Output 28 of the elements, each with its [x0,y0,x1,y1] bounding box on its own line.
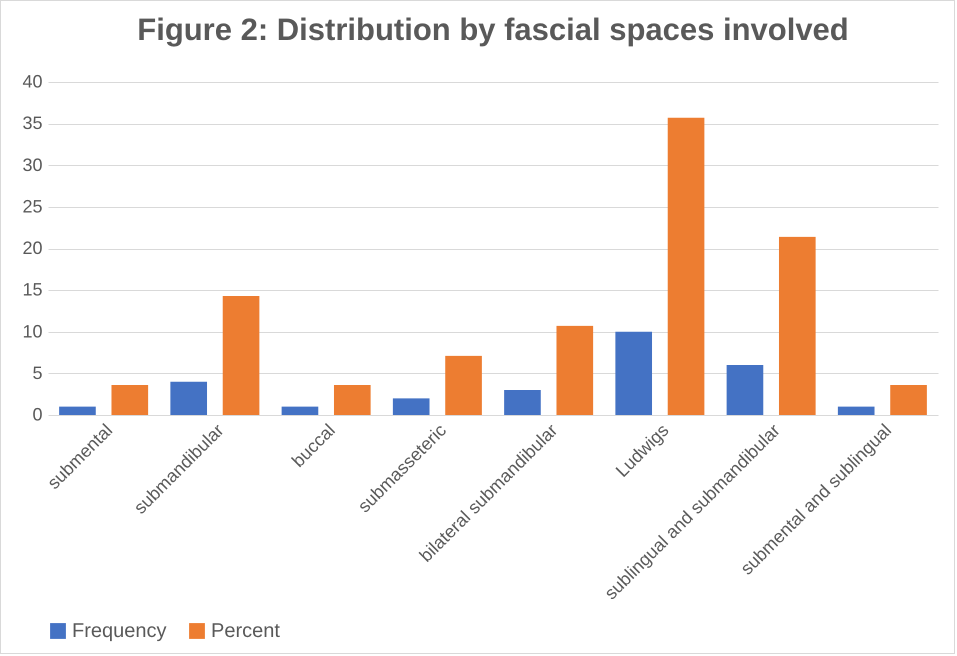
bar [445,356,482,415]
bar [668,118,704,415]
bar [504,390,541,415]
bar [838,406,875,415]
bar [111,385,148,415]
y-tick-label: 20 [22,238,42,258]
y-tick-label: 35 [22,113,42,134]
bar [890,385,927,415]
y-tick-label: 15 [22,280,42,300]
bar [556,326,594,415]
bar [334,385,371,415]
y-tick-label: 0 [32,404,42,424]
bar [170,382,208,415]
bar [282,406,318,415]
y-tick-label: 40 [22,72,42,92]
y-tick-label: 5 [32,362,42,383]
y-tick-label: 30 [22,154,42,175]
chart-title: Figure 2: Distribution by fascial spaces involved [137,12,849,47]
bar [615,332,652,415]
legend-label: Percent [211,620,280,642]
y-tick-label: 25 [22,196,42,216]
y-tick-label: 10 [22,321,42,342]
bar [726,365,764,415]
bar [392,398,430,415]
bar [222,296,260,415]
legend-label: Frequency [72,620,166,642]
bar [59,406,96,415]
bar [778,236,816,415]
